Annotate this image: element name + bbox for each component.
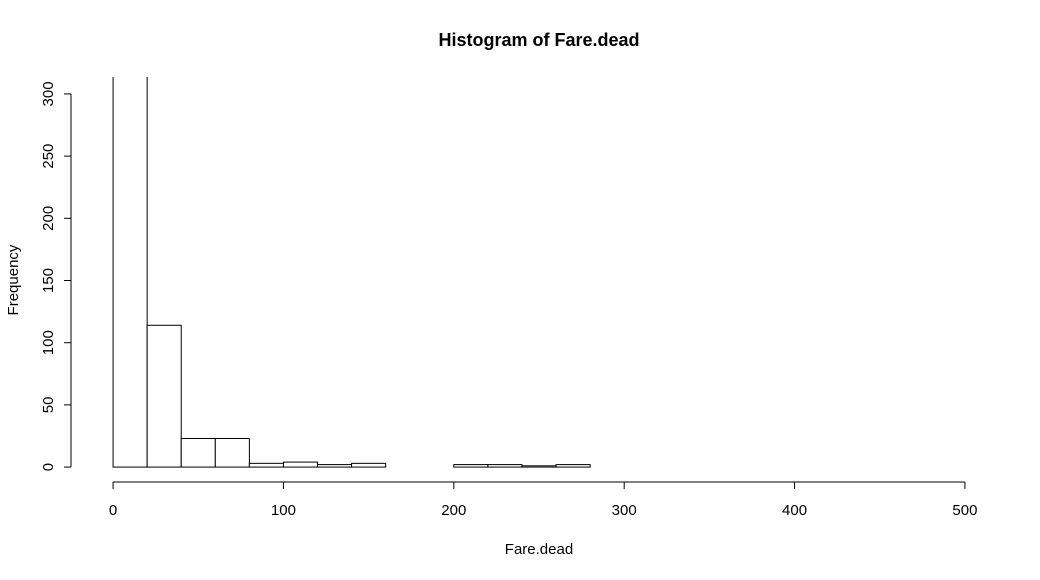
bar <box>521 465 557 468</box>
bar <box>282 461 319 468</box>
x-tick-label: 500 <box>952 502 977 519</box>
y-tick-label: 0 <box>40 463 57 471</box>
x-tick-label: 400 <box>782 502 807 519</box>
bar <box>317 464 353 468</box>
x-tick-label: 300 <box>612 502 637 519</box>
bar <box>351 462 387 468</box>
x-tick-label: 0 <box>109 502 117 519</box>
bar <box>180 437 216 468</box>
bar <box>453 464 489 468</box>
y-tick-label: 100 <box>40 330 57 355</box>
x-tick-label: 100 <box>271 502 296 519</box>
y-tick-label: 50 <box>40 397 57 414</box>
y-tick-label: 300 <box>40 81 57 106</box>
y-tick-label: 200 <box>40 206 57 231</box>
plot-area <box>112 77 591 468</box>
bar <box>487 464 523 468</box>
y-tick-label: 150 <box>40 268 57 293</box>
bar <box>214 437 250 468</box>
x-tick-label: 200 <box>441 502 466 519</box>
bar <box>146 324 182 468</box>
x-axis-label: Fare.dead <box>505 541 573 558</box>
bar <box>112 77 148 468</box>
bar <box>555 464 591 468</box>
chart-title: Histogram of Fare.dead <box>438 30 639 50</box>
bar <box>248 462 284 468</box>
y-tick-label: 250 <box>40 144 57 169</box>
y-axis-label: Frequency <box>5 244 22 315</box>
